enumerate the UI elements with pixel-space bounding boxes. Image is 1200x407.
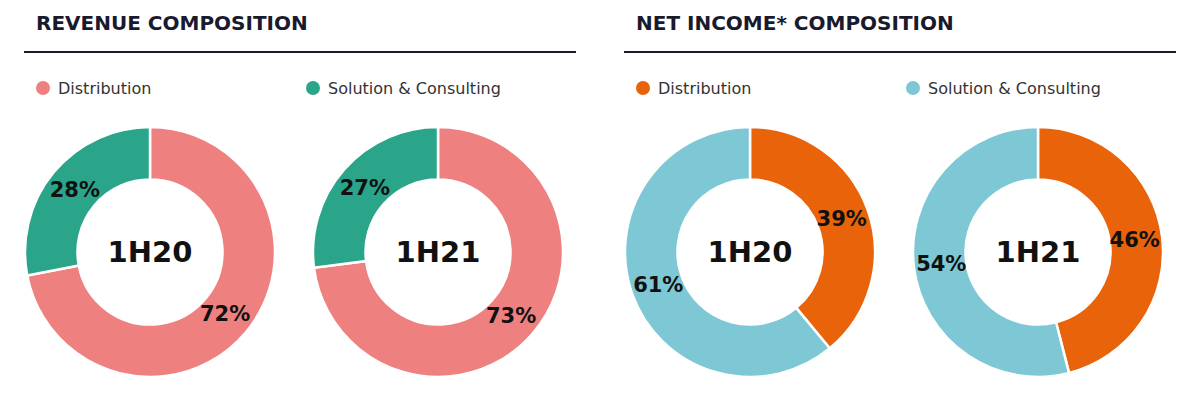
chart-root: REVENUE COMPOSITION Distribution Solution …: [0, 0, 1200, 407]
legend-label: Solution & Consulting: [328, 79, 501, 98]
slices: [25, 127, 275, 377]
data-label: 46%: [1110, 228, 1160, 252]
section: REVENUE COMPOSITION Distribution Solution …: [24, 11, 576, 377]
legend-swatch: [306, 81, 320, 95]
donut: 1H20 39% 61%: [625, 127, 875, 377]
donut: 1H20 72% 28%: [25, 127, 275, 377]
slices: [625, 127, 875, 377]
donut: 1H21 46% 54%: [913, 127, 1163, 377]
chart-title: REVENUE COMPOSITION: [36, 11, 308, 35]
legend-item: Solution & Consulting: [906, 79, 1101, 98]
legend: Distribution Solution & Consulting: [36, 79, 501, 98]
center-label: 1H20: [108, 235, 193, 269]
donut-slice: [625, 127, 830, 377]
legend-item: Solution & Consulting: [306, 79, 501, 98]
donut: 1H21 73% 27%: [313, 127, 563, 377]
data-labels: 72% 28%: [50, 178, 251, 326]
legend-swatch: [636, 81, 650, 95]
title-underline: [24, 51, 576, 53]
data-label: 39%: [817, 207, 867, 231]
legend-item: Distribution: [636, 79, 751, 98]
legend-swatch: [906, 81, 920, 95]
center-label: 1H20: [708, 235, 793, 269]
title-underline: [624, 51, 1176, 53]
legend-swatch: [36, 81, 50, 95]
data-labels: 39% 61%: [633, 207, 867, 297]
legend-label: Distribution: [658, 79, 751, 98]
slices: [313, 127, 563, 377]
data-label: 28%: [50, 178, 100, 202]
data-label: 73%: [486, 304, 536, 328]
center-label: 1H21: [396, 235, 481, 269]
data-label: 61%: [633, 273, 683, 297]
section: NET INCOME* COMPOSITION Distribution Solut…: [624, 11, 1176, 377]
legend-label: Distribution: [58, 79, 151, 98]
legend: Distribution Solution & Consulting: [636, 79, 1101, 98]
donut-slice: [314, 127, 563, 377]
chart-title: NET INCOME* COMPOSITION: [636, 11, 954, 35]
center-label: 1H21: [996, 235, 1081, 269]
slices: [913, 127, 1163, 377]
data-label: 54%: [916, 252, 966, 276]
data-labels: 73% 27%: [340, 176, 537, 329]
data-label: 27%: [340, 176, 390, 200]
data-label: 72%: [200, 302, 250, 326]
legend-label: Solution & Consulting: [928, 79, 1101, 98]
legend-item: Distribution: [36, 79, 151, 98]
data-labels: 46% 54%: [916, 228, 1160, 276]
